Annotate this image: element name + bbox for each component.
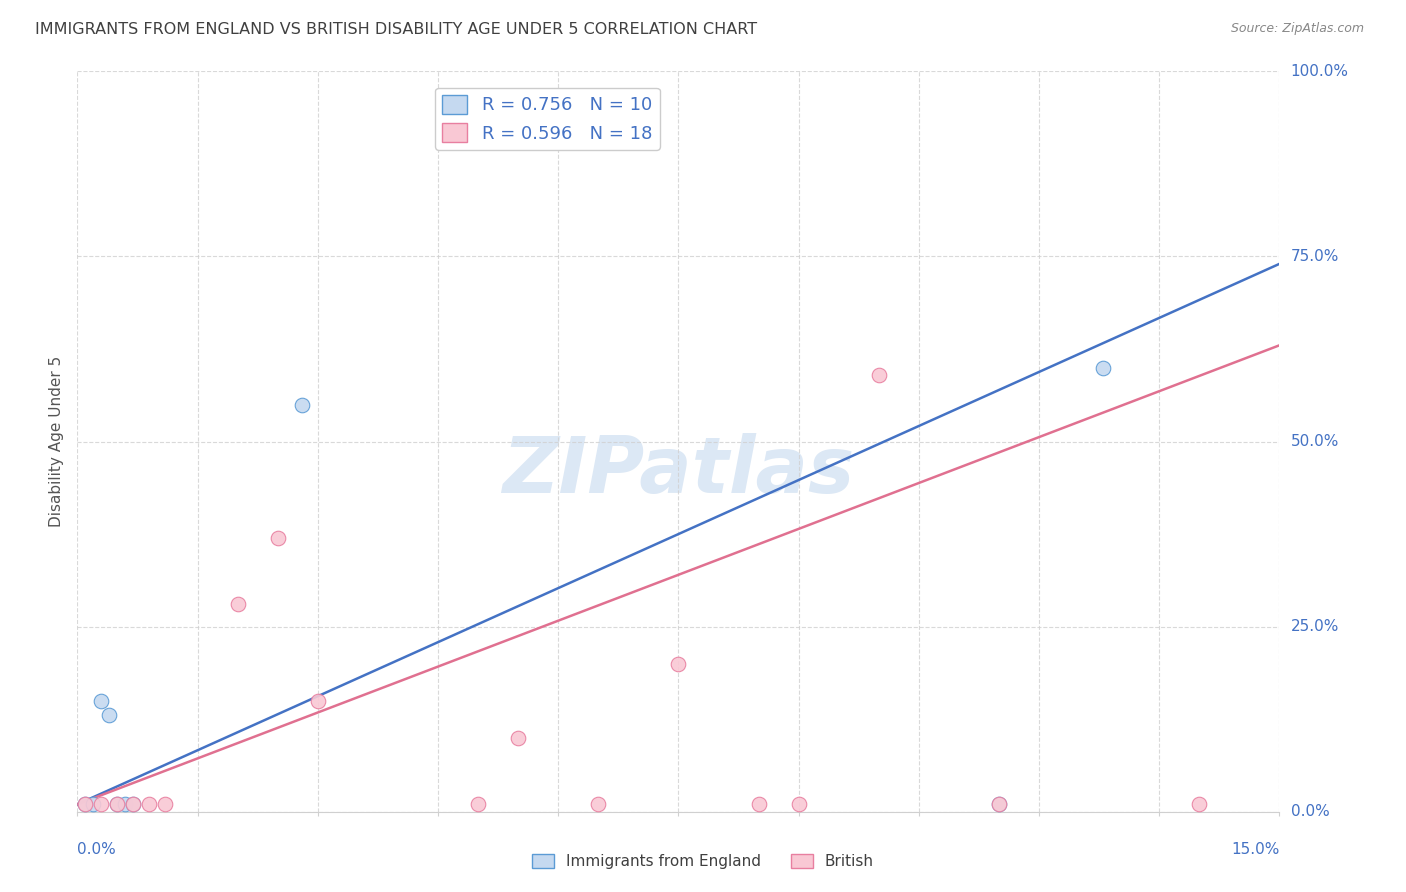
Point <box>90 694 112 708</box>
Point <box>90 797 112 812</box>
Point <box>75 797 97 812</box>
Point <box>787 797 810 812</box>
Point <box>226 598 249 612</box>
Point <box>267 531 290 545</box>
Point <box>307 694 329 708</box>
Point <box>588 797 610 812</box>
Point <box>114 797 136 812</box>
Text: 0.0%: 0.0% <box>77 842 117 857</box>
Point <box>75 797 97 812</box>
Point <box>748 797 770 812</box>
Point <box>122 797 145 812</box>
Point <box>988 797 1011 812</box>
Point <box>107 797 129 812</box>
Legend: Immigrants from England, British: Immigrants from England, British <box>526 848 880 875</box>
Point <box>868 368 890 382</box>
Point <box>508 731 530 745</box>
Text: 50.0%: 50.0% <box>1291 434 1339 449</box>
Y-axis label: Disability Age Under 5: Disability Age Under 5 <box>49 356 65 527</box>
Text: Source: ZipAtlas.com: Source: ZipAtlas.com <box>1230 22 1364 36</box>
Point <box>138 797 160 812</box>
Point <box>1188 797 1211 812</box>
Point <box>82 797 104 812</box>
Point <box>668 657 690 671</box>
Point <box>98 708 121 723</box>
Text: 15.0%: 15.0% <box>1232 842 1279 857</box>
Text: 75.0%: 75.0% <box>1291 249 1339 264</box>
Point <box>467 797 489 812</box>
Text: ZIPatlas: ZIPatlas <box>502 434 855 509</box>
Text: IMMIGRANTS FROM ENGLAND VS BRITISH DISABILITY AGE UNDER 5 CORRELATION CHART: IMMIGRANTS FROM ENGLAND VS BRITISH DISAB… <box>35 22 758 37</box>
Point <box>1092 360 1115 375</box>
Point <box>122 797 145 812</box>
Point <box>107 797 129 812</box>
Point <box>155 797 177 812</box>
Text: 25.0%: 25.0% <box>1291 619 1339 634</box>
Legend: R = 0.756   N = 10, R = 0.596   N = 18: R = 0.756 N = 10, R = 0.596 N = 18 <box>434 87 659 150</box>
Text: 100.0%: 100.0% <box>1291 64 1348 78</box>
Text: 0.0%: 0.0% <box>1291 805 1329 819</box>
Point <box>291 397 314 411</box>
Point <box>988 797 1011 812</box>
